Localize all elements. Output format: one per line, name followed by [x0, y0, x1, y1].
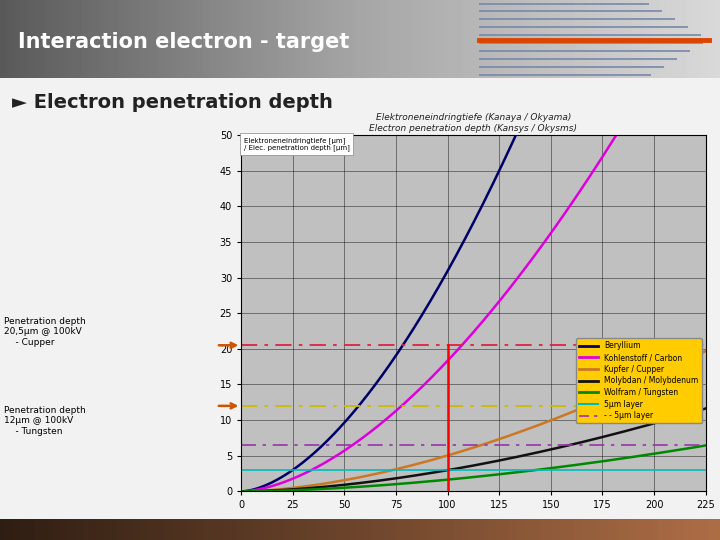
Beryllium [261, 482, 269, 489]
Text: ► Electron penetration depth: ► Electron penetration depth [12, 92, 333, 112]
Kohlenstoff / Carbon [688, 3, 696, 9]
Kupfer / Cupper [463, 447, 472, 453]
Line: Beryllium: Beryllium [241, 0, 706, 491]
Kupfer / Cupper [603, 394, 611, 401]
Text: Penetration depth
12µm @ 100kV
    - Tungsten: Penetration depth 12µm @ 100kV - Tungste… [4, 406, 86, 436]
Line: Kupfer / Cupper: Kupfer / Cupper [241, 351, 706, 491]
Beryllium [463, 232, 472, 238]
Kupfer / Cupper [688, 355, 696, 361]
Kupfer / Cupper [688, 355, 696, 361]
Kohlenstoff / Carbon [603, 147, 611, 153]
Molybdan / Molybdenum [688, 409, 696, 416]
Wolfram / Tungsten [701, 442, 710, 449]
Beryllium [451, 255, 459, 261]
Line: Kohlenstoff / Carbon: Kohlenstoff / Carbon [241, 0, 706, 491]
Molybdan / Molybdenum [603, 433, 611, 439]
Kupfer / Cupper [451, 450, 459, 457]
Wolfram / Tungsten [688, 444, 696, 451]
Wolfram / Tungsten [237, 488, 246, 495]
Beryllium [237, 488, 246, 495]
Kupfer / Cupper [261, 487, 269, 494]
Kohlenstoff / Carbon [451, 350, 459, 356]
Molybdan / Molybdenum [463, 463, 472, 470]
Molybdan / Molybdenum [261, 488, 269, 494]
Molybdan / Molybdenum [701, 405, 710, 411]
Molybdan / Molybdenum [451, 465, 459, 472]
Kupfer / Cupper [701, 348, 710, 354]
Wolfram / Tungsten [451, 476, 459, 482]
Molybdan / Molybdenum [688, 409, 696, 416]
Wolfram / Tungsten [463, 475, 472, 481]
Wolfram / Tungsten [688, 444, 696, 451]
Kohlenstoff / Carbon [237, 488, 246, 495]
Text: Penetration depth
20,5µm @ 100kV
    - Cupper: Penetration depth 20,5µm @ 100kV - Cuppe… [4, 317, 86, 347]
Kohlenstoff / Carbon [463, 336, 472, 343]
Text: Elektroneneindringtiefe [µm]
/ Elec. penetration depth [µm]: Elektroneneindringtiefe [µm] / Elec. pen… [243, 137, 349, 151]
Kohlenstoff / Carbon [688, 3, 696, 10]
Text: Elektronenenergie [keV]
Electron energie [NeV]: Elektronenenergie [keV] Electron energie… [595, 523, 696, 540]
Kupfer / Cupper [237, 488, 246, 495]
Line: Wolfram / Tungsten: Wolfram / Tungsten [241, 446, 706, 491]
Molybdan / Molybdenum [237, 488, 246, 495]
Kohlenstoff / Carbon [261, 485, 269, 491]
Title: Elektroneneindringtiefe (Kanaya / Okyama)
Electron penetration depth (Kansys / O: Elektroneneindringtiefe (Kanaya / Okyama… [369, 113, 577, 133]
Wolfram / Tungsten [603, 457, 611, 464]
Wolfram / Tungsten [261, 488, 269, 494]
Text: Interaction electron - target: Interaction electron - target [18, 32, 349, 52]
Line: Molybdan / Molybdenum: Molybdan / Molybdenum [241, 408, 706, 491]
Legend: Beryllium, Kohlenstoff / Carbon, Kupfer / Cupper, Molybdan / Molybdenum, Wolfram: Beryllium, Kohlenstoff / Carbon, Kupfer … [576, 338, 702, 423]
